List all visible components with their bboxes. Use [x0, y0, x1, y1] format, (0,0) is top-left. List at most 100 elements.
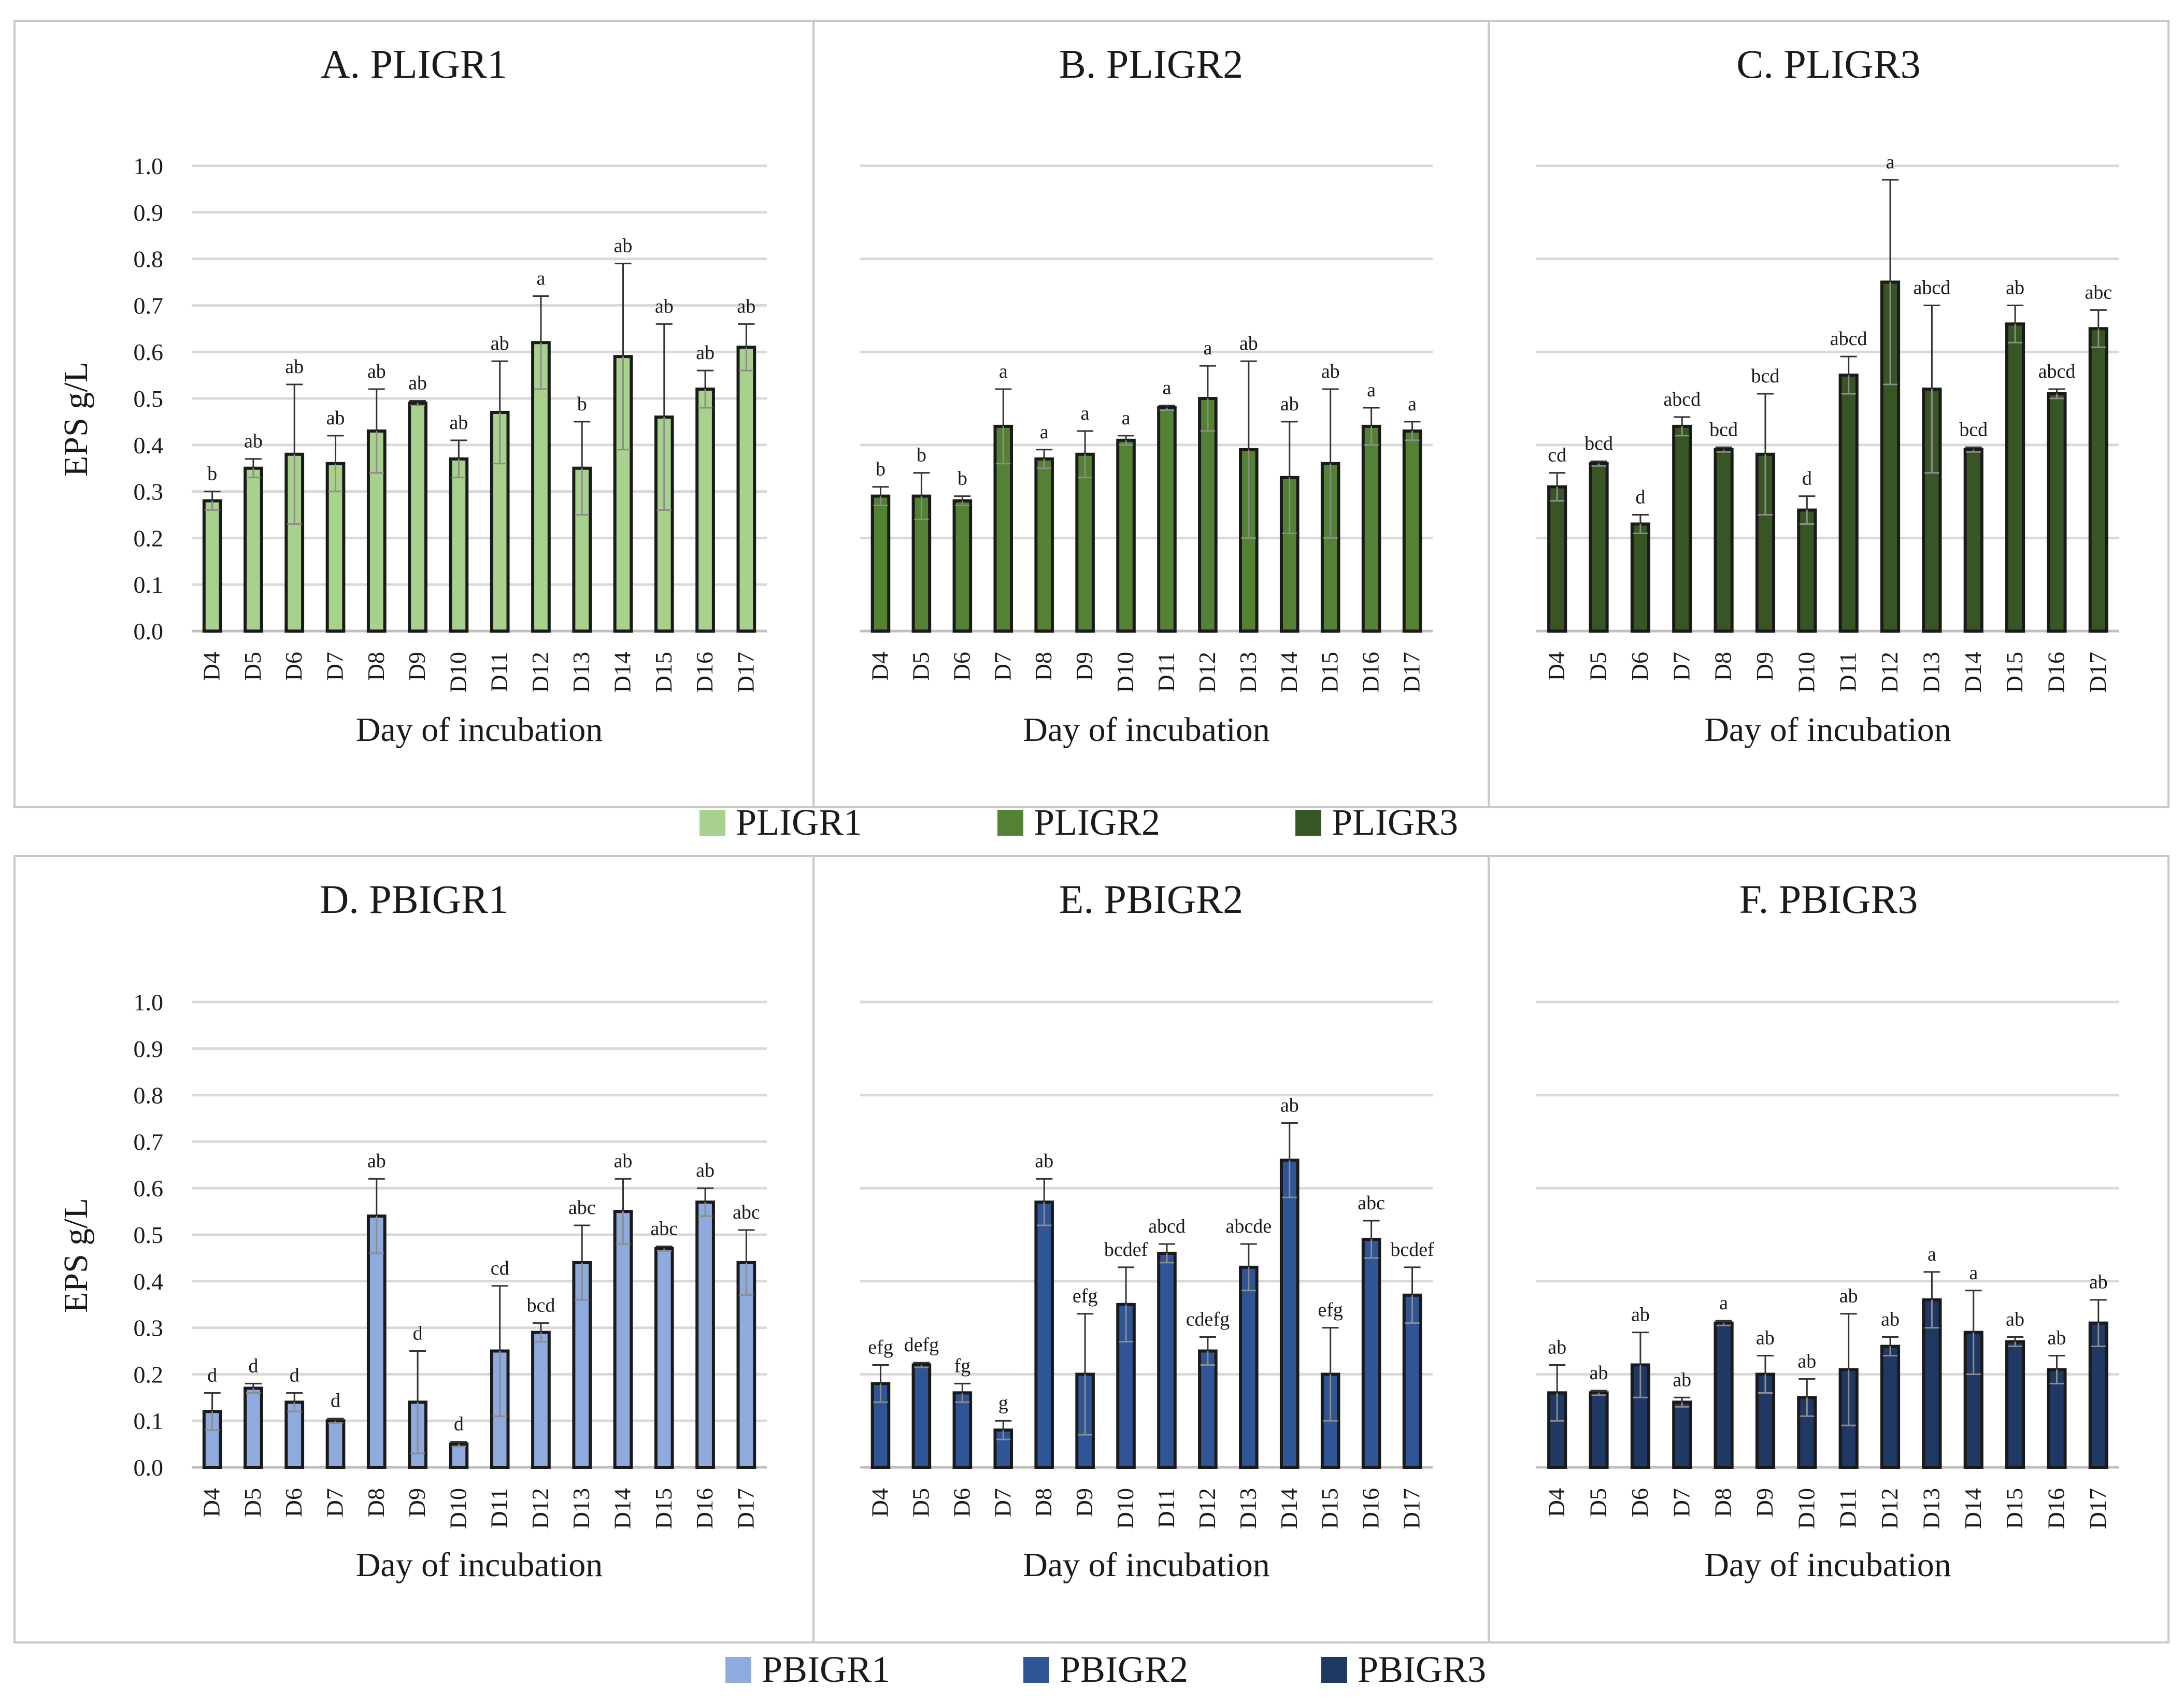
bar-d4: [870, 494, 891, 633]
significance-letter: bcdef: [1390, 1239, 1434, 1261]
significance-letter: ab: [2089, 1271, 2108, 1293]
x-tick-label: D17: [2085, 1488, 2111, 1529]
x-tick-label: D16: [1358, 652, 1384, 693]
significance-letter: ab: [449, 412, 468, 434]
x-tick-label: D9: [404, 652, 430, 681]
x-axis-label: Day of incubation: [1704, 1546, 1951, 1584]
x-tick-label: D15: [1317, 1488, 1343, 1529]
x-tick-label: D10: [1793, 1488, 1819, 1529]
x-tick-label: D11: [486, 1488, 512, 1528]
bar-d5: [244, 466, 263, 633]
x-tick-label: D15: [2001, 652, 2028, 693]
x-tick-label: D13: [1235, 1488, 1261, 1529]
significance-letter: a: [1928, 1243, 1936, 1265]
bar-d11: [1838, 374, 1859, 633]
y-tick-label: 1.0: [134, 989, 164, 1016]
bar-d5: [911, 1363, 932, 1469]
x-tick-label: D5: [1585, 1488, 1611, 1517]
legend-swatch-pbigr2: [1023, 1657, 1049, 1683]
significance-letter: ab: [1797, 1350, 1816, 1372]
x-tick-label: D12: [1876, 652, 1903, 693]
x-tick-label: D7: [322, 1488, 348, 1517]
significance-letter: a: [1081, 403, 1090, 424]
x-tick-label: D10: [1112, 652, 1138, 693]
x-tick-label: D9: [1071, 652, 1097, 681]
significance-letter: b: [958, 468, 967, 490]
x-tick-label: D9: [1751, 1488, 1778, 1517]
x-tick-label: D14: [1960, 652, 1986, 693]
x-tick-label: D16: [691, 652, 718, 693]
x-tick-label: D12: [527, 1488, 553, 1529]
bar-d16: [2047, 392, 2067, 633]
y-tick-label: 0.2: [134, 1361, 164, 1388]
x-tick-label: D13: [568, 652, 594, 693]
x-tick-label: D6: [948, 1488, 975, 1517]
y-tick-label: 0.4: [134, 1268, 164, 1295]
legend-swatch-pligr3: [1295, 810, 1321, 836]
significance-letter: efg: [1318, 1299, 1343, 1321]
bar-d7: [1672, 424, 1692, 633]
x-tick-label: D13: [568, 1488, 594, 1529]
panel-pligr3: C. PLIGR3cdD4bcdD5dD6abcdD7bcdD8bcdD9dD1…: [1488, 20, 2169, 808]
x-tick-label: D7: [989, 1488, 1016, 1517]
significance-letter: ab: [1280, 393, 1299, 415]
significance-letter: d: [454, 1413, 464, 1435]
panel-title: A. PLIGR1: [321, 41, 507, 87]
y-tick-label: 0.5: [134, 385, 164, 412]
bar-d5: [1589, 462, 1609, 633]
x-tick-label: D16: [2043, 1488, 2069, 1529]
x-tick-label: D9: [404, 1488, 430, 1517]
bar-d6: [284, 1400, 305, 1469]
significance-letter: ab: [326, 407, 345, 429]
x-tick-label: D10: [445, 1488, 471, 1529]
significance-letter: a: [536, 267, 545, 289]
x-tick-label: D4: [866, 652, 893, 681]
bar-d14: [1279, 1159, 1300, 1469]
significance-letter: g: [998, 1392, 1008, 1414]
bar-d17: [736, 346, 756, 633]
x-tick-label: D15: [2001, 1488, 2028, 1529]
significance-letter: a: [1040, 421, 1049, 443]
x-tick-label: D17: [1398, 1488, 1425, 1529]
panel-pbigr2: E. PBIGR2 efg D4 defg D5 fg D6 g D7 ab D8 efg D9 bcde…: [812, 855, 1490, 1643]
x-tick-label: D7: [322, 652, 348, 681]
x-tick-label: D8: [1030, 1488, 1057, 1517]
significance-letter: ab: [614, 1150, 633, 1172]
significance-letter: a: [1719, 1292, 1728, 1314]
bar-d11: [1157, 406, 1177, 633]
x-tick-label: D10: [1112, 1488, 1138, 1529]
x-tick-label: D13: [1918, 1488, 1944, 1529]
x-tick-label: D17: [1398, 652, 1425, 693]
x-tick-label: D13: [1235, 652, 1261, 693]
x-tick-label: D6: [1626, 652, 1653, 681]
bar-d7: [1672, 1400, 1692, 1469]
x-tick-label: D6: [1626, 1488, 1653, 1517]
x-tick-label: D14: [1960, 1488, 1986, 1529]
y-axis-label: EPS g/L: [57, 1198, 95, 1313]
x-tick-label: D16: [1358, 1488, 1384, 1529]
significance-letter: ab: [367, 361, 386, 382]
y-tick-label: 0.2: [134, 525, 164, 551]
bar-d6: [952, 1391, 973, 1469]
significance-letter: d: [413, 1323, 423, 1345]
significance-letter: cd: [491, 1257, 509, 1279]
significance-letter: d: [207, 1364, 217, 1386]
legend-row-1: PBIGR1 PBIGR2 PBIGR3: [725, 1649, 1486, 1690]
significance-letter: ab: [2006, 1309, 2024, 1331]
bar-d13: [1239, 448, 1259, 633]
charts-layer: A. PLIGR1 0.0 0.1 0.2 0.3 0.4 0.5 0.6 0.7 0.8 0.9 1…: [13, 20, 2169, 1643]
x-tick-label: D14: [1276, 652, 1302, 693]
x-tick-label: D15: [1317, 652, 1343, 693]
x-axis-label: Day of incubation: [356, 1546, 603, 1584]
bar-d17: [1402, 429, 1422, 633]
significance-letter: ab: [696, 1160, 715, 1181]
legend-label-pbigr2: PBIGR2: [1060, 1649, 1188, 1690]
bar-d8: [1034, 457, 1054, 633]
bar-d16: [695, 1200, 715, 1469]
bar-d8: [1714, 1321, 1734, 1469]
x-tick-label: D7: [1668, 652, 1694, 681]
bar-d5: [1589, 1391, 1609, 1469]
x-axis-label: Day of incubation: [356, 711, 603, 749]
panel-title: E. PBIGR2: [1059, 877, 1243, 922]
x-tick-label: D8: [1710, 652, 1736, 681]
